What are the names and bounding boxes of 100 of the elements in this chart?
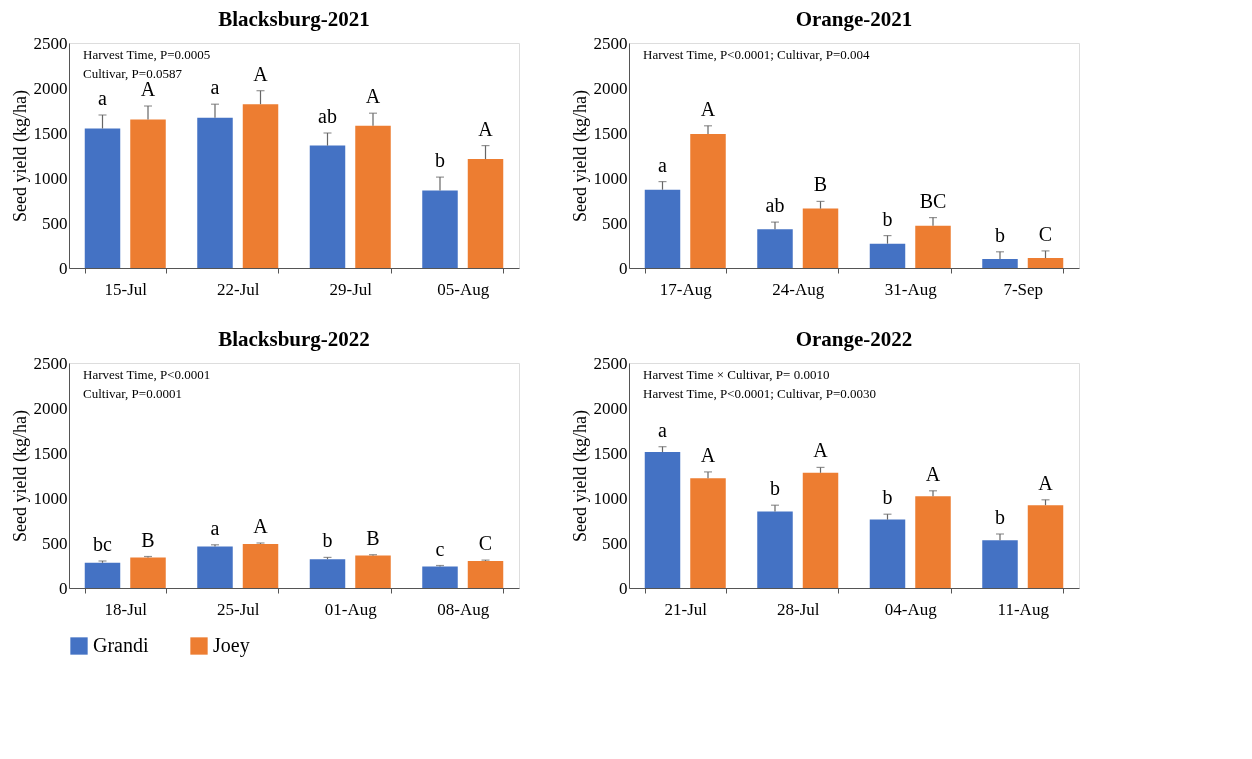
data-label: A: [253, 62, 269, 85]
y-tick-label: 1000: [593, 488, 628, 508]
y-tick-label: 0: [619, 578, 628, 598]
bar: [84, 562, 121, 588]
y-tick-label: 500: [42, 213, 68, 233]
y-tick-label: 2500: [593, 33, 628, 53]
data-label: A: [700, 443, 716, 466]
data-label: BC: [919, 189, 947, 212]
annotation: Harvest Time, P<0.0001: [83, 367, 211, 382]
y-tick-label: 1000: [593, 168, 628, 188]
data-label: A: [925, 462, 941, 485]
bar: [130, 119, 166, 268]
bar: [690, 133, 726, 268]
bar: [84, 128, 121, 268]
data-label: a: [658, 418, 668, 441]
annotation: Harvest Time, P<0.0001; Cultivar, P=0.004: [643, 47, 870, 62]
chart-title: Orange-2021: [795, 7, 913, 31]
chart-title: Blacksburg-2021: [218, 7, 370, 31]
bar: [802, 472, 839, 588]
y-tick-label: 500: [602, 213, 628, 233]
annotation: Harvest Time, P=0.0005: [83, 47, 211, 62]
bar: [130, 557, 166, 588]
data-label: C: [1038, 222, 1053, 245]
bar: [644, 452, 681, 588]
y-tick-label: 0: [59, 578, 68, 598]
chart-title: Orange-2022: [795, 327, 913, 351]
y-axis-title: Seed yield (kg/ha): [9, 90, 31, 222]
data-label: A: [365, 85, 381, 108]
x-tick-label: 05-Aug: [437, 279, 490, 299]
y-axis-title: Seed yield (kg/ha): [569, 410, 591, 542]
bar: [1027, 258, 1064, 268]
data-label: A: [813, 439, 829, 462]
x-tick-label: 01-Aug: [324, 599, 378, 619]
bar: [1027, 505, 1064, 588]
data-label: bc: [93, 533, 113, 555]
y-tick-label: 1500: [593, 123, 628, 143]
bar: [355, 125, 391, 268]
annotation: Cultivar, P=0.0587: [83, 66, 183, 81]
data-label: b: [995, 506, 1005, 528]
bar: [690, 478, 726, 588]
data-label: A: [478, 117, 494, 140]
x-tick-label: 04-Aug: [884, 599, 938, 619]
y-tick-label: 2000: [593, 78, 628, 98]
data-label: C: [478, 532, 493, 555]
x-tick-label: 17-Aug: [659, 279, 713, 299]
y-tick-label: 2500: [33, 353, 68, 373]
y-tick-label: 500: [42, 533, 68, 553]
data-label: A: [140, 78, 156, 100]
y-axis-title: Seed yield (kg/ha): [569, 90, 591, 222]
bar: [197, 117, 233, 268]
data-label: b: [882, 207, 893, 230]
bar: [422, 190, 458, 268]
legend-label: Joey: [213, 634, 250, 657]
x-tick-label: 18-Jul: [104, 599, 148, 619]
data-label: b: [322, 529, 333, 552]
x-tick-label: 28-Jul: [777, 599, 820, 619]
annotation: Harvest Time × Cultivar, P= 0.0010: [643, 367, 830, 382]
data-label: A: [1038, 471, 1054, 494]
x-tick-label: 15-Jul: [104, 279, 148, 299]
data-label: a: [658, 153, 668, 176]
data-label: a: [98, 87, 108, 109]
data-label: B: [141, 528, 155, 551]
y-tick-label: 2000: [33, 78, 68, 98]
data-label: a: [210, 516, 220, 539]
bar: [869, 519, 906, 588]
bar: [982, 540, 1018, 588]
bar: [242, 543, 279, 588]
data-label: b: [770, 477, 780, 500]
y-tick-label: 0: [619, 258, 628, 278]
bar: [757, 229, 793, 268]
bar: [355, 555, 391, 588]
y-tick-label: 2000: [593, 398, 628, 418]
bar: [467, 159, 504, 268]
x-tick-label: 11-Aug: [997, 599, 1050, 619]
data-label: b: [995, 223, 1005, 246]
data-label: B: [813, 173, 828, 196]
data-label: c: [435, 537, 445, 560]
y-tick-label: 2500: [593, 353, 628, 373]
y-tick-label: 1500: [593, 443, 628, 463]
bar: [197, 546, 233, 588]
y-tick-label: 0: [59, 258, 68, 278]
data-label: A: [253, 515, 269, 537]
y-axis-title: Seed yield (kg/ha): [9, 410, 31, 542]
x-tick-label: 08-Aug: [437, 599, 490, 619]
bar: [869, 243, 906, 268]
annotation: Cultivar, P=0.0001: [83, 386, 182, 401]
bar: [757, 511, 793, 588]
data-label: B: [366, 526, 380, 549]
chart-title: Blacksburg-2022: [218, 327, 370, 351]
x-tick-label: 7-Sep: [1003, 279, 1044, 299]
bar: [915, 225, 951, 268]
y-tick-label: 1000: [33, 168, 68, 188]
bar: [467, 561, 504, 588]
bar: [422, 566, 458, 588]
y-tick-label: 500: [602, 533, 628, 553]
data-label: A: [700, 97, 716, 120]
bar: [644, 189, 681, 268]
annotation: Harvest Time, P<0.0001; Cultivar, P=0.0030: [643, 386, 876, 401]
data-label: b: [435, 149, 445, 172]
data-label: ab: [318, 105, 337, 127]
